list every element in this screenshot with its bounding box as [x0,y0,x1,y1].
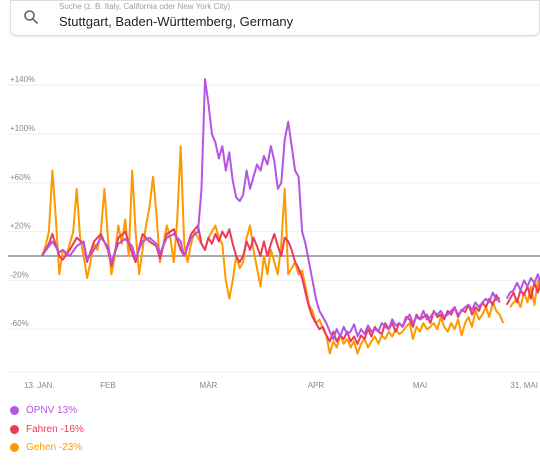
search-placeholder: Suche (z. B. Italy, California oder New … [59,2,231,11]
grid [8,84,540,373]
tick-labels: +140% +100% +60% +20% -20% -60% 13. JAN. FEB MÄR… [10,75,538,390]
legend-label: ÖPNV 13% [26,405,78,416]
legend-label: Fahren -16% [26,424,84,435]
x-tick-label: APR [308,381,325,390]
gehen-series-line [41,145,505,355]
legend-label: Gehen -23% [26,442,83,453]
x-tick-label: 13. JAN. [24,381,55,390]
y-tick-label: +60% [10,173,31,182]
oepnv-swatch [10,406,19,415]
y-tick-label: +140% [10,75,35,84]
gehen-swatch [10,443,19,452]
y-tick-label: -20% [10,270,29,279]
legend-item-oepnv[interactable]: ÖPNV 13% [10,405,77,416]
legend-item-gehen[interactable]: Gehen -23% [10,442,82,453]
mobility-chart: +140% +100% +60% +20% -20% -60% 13. JAN. FEB MÄR… [8,75,540,390]
fahren-swatch [10,425,19,434]
legend-item-fahren[interactable]: Fahren -16% [10,424,84,435]
search-icon [24,10,38,24]
oepnv-series-line [41,78,501,340]
search-bar[interactable]: Suche (z. B. Italy, California oder New … [10,0,540,36]
y-tick-label: +100% [10,124,35,133]
y-tick-label: +20% [10,222,31,231]
x-tick-label: MAI [413,381,427,390]
fahren-series-line [505,279,540,306]
oepnv-series-line [505,273,540,300]
x-tick-label: MÄR [200,381,218,390]
x-tick-label: 31. MAI [510,381,538,390]
y-tick-label: -60% [10,319,29,328]
search-input[interactable]: Stuttgart, Baden-Württemberg, Germany [59,14,294,29]
series-lines [41,78,540,355]
x-tick-label: FEB [100,381,116,390]
